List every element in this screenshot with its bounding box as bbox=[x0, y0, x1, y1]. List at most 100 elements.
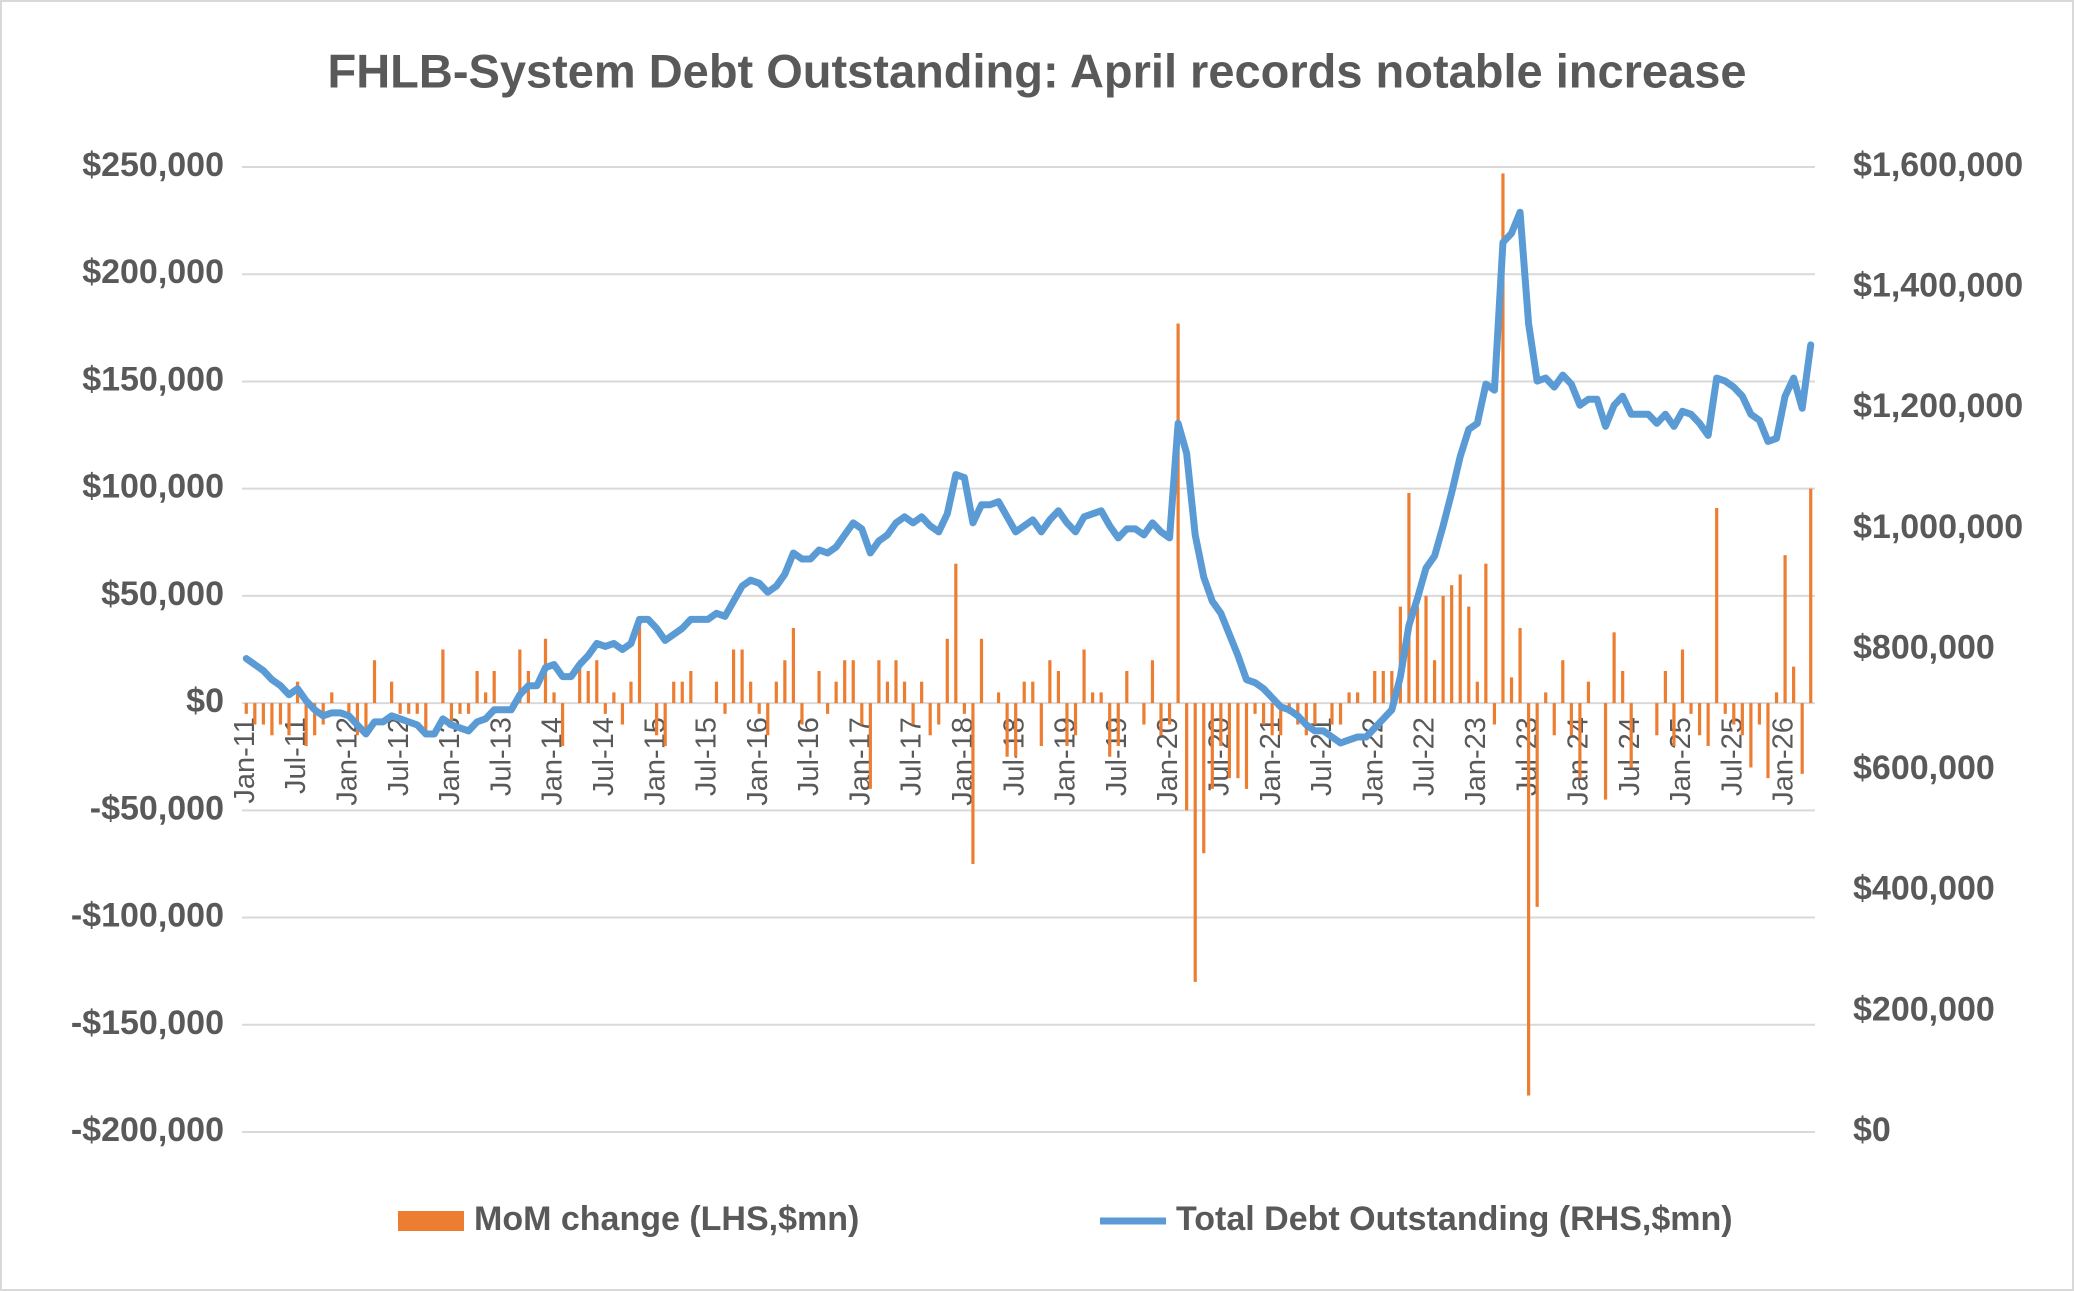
y-tick-label: $50,000 bbox=[101, 575, 224, 613]
bar bbox=[1065, 703, 1069, 746]
bar bbox=[1227, 703, 1231, 779]
bar bbox=[1005, 703, 1009, 757]
bar bbox=[996, 692, 1001, 704]
bar bbox=[663, 703, 667, 746]
bar bbox=[1150, 660, 1155, 704]
bar bbox=[791, 628, 796, 704]
bar bbox=[1082, 649, 1086, 704]
bar bbox=[826, 703, 830, 714]
bar bbox=[1073, 703, 1078, 736]
bar bbox=[398, 703, 402, 714]
bar bbox=[458, 703, 462, 714]
y2-tick-label: $0 bbox=[1853, 1111, 1891, 1149]
bar bbox=[1056, 670, 1061, 704]
bar bbox=[672, 681, 676, 704]
bar bbox=[1244, 703, 1249, 789]
bar bbox=[637, 617, 642, 704]
y-tick-label: $0 bbox=[186, 682, 224, 720]
bar bbox=[586, 670, 590, 704]
bar bbox=[1578, 703, 1582, 779]
bar bbox=[578, 660, 582, 704]
bar bbox=[1740, 703, 1744, 736]
legend-label: Total Debt Outstanding (RHS,$mn) bbox=[1176, 1200, 1733, 1238]
bar bbox=[466, 703, 471, 714]
bar bbox=[1125, 670, 1129, 704]
bar bbox=[629, 681, 633, 704]
bar bbox=[1048, 660, 1052, 704]
bar bbox=[749, 681, 753, 704]
bar bbox=[1518, 628, 1522, 704]
bar bbox=[1621, 670, 1625, 704]
bar bbox=[1219, 703, 1223, 746]
bar bbox=[860, 703, 864, 725]
x-tick-label: Jan-23 bbox=[1460, 717, 1492, 806]
bar bbox=[1398, 606, 1402, 704]
bar bbox=[1544, 692, 1548, 704]
chart-title: FHLB-System Debt Outstanding: April reco… bbox=[328, 44, 1747, 97]
bar bbox=[1475, 681, 1479, 704]
bar bbox=[372, 660, 377, 704]
bar bbox=[1450, 585, 1454, 704]
bar bbox=[1185, 703, 1189, 811]
bar bbox=[1535, 703, 1539, 907]
x-tick-label: Jan-25 bbox=[1665, 717, 1697, 806]
y-tick-label: -$50,000 bbox=[90, 789, 224, 827]
bar bbox=[894, 660, 898, 704]
bar bbox=[424, 703, 428, 736]
bar bbox=[954, 563, 958, 704]
bar bbox=[355, 703, 360, 736]
bar bbox=[1330, 703, 1334, 725]
bar bbox=[851, 660, 855, 704]
bar bbox=[1039, 703, 1043, 746]
bar bbox=[620, 703, 625, 725]
bar bbox=[1783, 555, 1787, 704]
bar bbox=[920, 681, 924, 704]
bar bbox=[441, 649, 445, 704]
bar bbox=[877, 660, 881, 704]
bar bbox=[253, 703, 257, 725]
bar bbox=[774, 681, 778, 704]
bar bbox=[595, 660, 599, 704]
bar bbox=[304, 703, 308, 746]
bar bbox=[560, 703, 565, 746]
bar bbox=[1356, 692, 1360, 704]
x-tick-label: Jan-11 bbox=[229, 717, 261, 804]
bar bbox=[1655, 703, 1659, 736]
bar bbox=[278, 703, 283, 725]
bar bbox=[390, 681, 394, 704]
bar bbox=[1373, 670, 1377, 704]
bar bbox=[1672, 703, 1676, 746]
bar bbox=[270, 703, 274, 736]
y-tick-label: -$150,000 bbox=[71, 1004, 224, 1042]
bar bbox=[1193, 703, 1197, 982]
bar bbox=[689, 670, 693, 704]
bar bbox=[1236, 703, 1240, 779]
bar bbox=[817, 670, 821, 704]
bar bbox=[1099, 692, 1103, 704]
bar bbox=[1210, 703, 1214, 789]
bar bbox=[1202, 703, 1206, 854]
bar bbox=[1467, 606, 1471, 704]
bar bbox=[1261, 703, 1266, 725]
bar bbox=[757, 703, 761, 714]
bar bbox=[1629, 703, 1633, 768]
y-tick-label: $150,000 bbox=[82, 360, 224, 398]
bar bbox=[1108, 703, 1112, 757]
x-tick-label: Jul-16 bbox=[793, 717, 825, 796]
bar bbox=[449, 703, 454, 725]
bar bbox=[1441, 595, 1445, 704]
x-tick-label: Jan-20 bbox=[1152, 717, 1184, 806]
bar bbox=[1569, 703, 1573, 736]
x-tick-label: Jan-26 bbox=[1768, 717, 1800, 806]
y-tick-label: -$100,000 bbox=[71, 897, 224, 935]
bar bbox=[962, 703, 966, 714]
bar bbox=[655, 703, 659, 736]
bar bbox=[1800, 703, 1804, 774]
y2-tick-label: $600,000 bbox=[1853, 749, 1995, 787]
line bbox=[242, 208, 1815, 747]
bar bbox=[1586, 681, 1591, 704]
x-tick-label: Jul-12 bbox=[383, 717, 415, 796]
bar bbox=[518, 649, 522, 704]
bar bbox=[1809, 488, 1813, 704]
